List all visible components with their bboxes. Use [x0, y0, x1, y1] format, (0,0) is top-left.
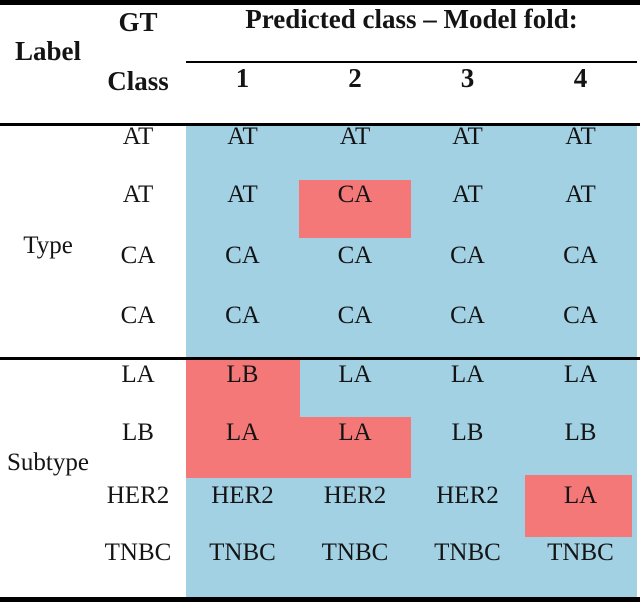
pred-cell: TNBC: [547, 539, 614, 566]
pred-cell: CA: [563, 242, 598, 269]
pred-cell: HER2: [436, 482, 499, 509]
gt-cell: CA: [120, 242, 156, 269]
pred-cell: CA: [450, 302, 485, 329]
pred-cell: AT: [452, 123, 483, 150]
pred-cell: LB: [564, 419, 597, 446]
pred-cell: CA: [450, 242, 485, 269]
pred-cell: HER2: [323, 482, 387, 509]
pred-cell: HER2: [211, 482, 274, 509]
pred-cell: CA: [337, 242, 373, 269]
error-highlight-lb-fold1-fold2: [186, 417, 411, 478]
pred-cell: AT: [452, 181, 483, 208]
header-label-col: Label: [14, 36, 81, 66]
pred-cell-error: LA: [563, 482, 598, 509]
error-highlight-her2-fold4: [525, 475, 632, 537]
pred-cell: TNBC: [321, 539, 389, 566]
top-rule: [0, 0, 640, 5]
pred-cell: AT: [227, 123, 258, 150]
section-label-subtype: Subtype: [7, 449, 89, 476]
pred-cell: CA: [225, 302, 260, 329]
pred-cell: LA: [450, 361, 485, 388]
header-fold-1: 1: [235, 63, 250, 93]
pred-cell: LB: [451, 419, 484, 446]
pred-cell-error: LB: [226, 361, 259, 388]
pred-cell: TNBC: [209, 539, 276, 566]
pred-cell: CA: [225, 242, 260, 269]
pred-cell: CA: [337, 302, 373, 329]
header-class: Class: [107, 66, 169, 96]
section-label-type: Type: [23, 232, 73, 259]
header-fold-3: 3: [460, 63, 475, 93]
pred-cell: LA: [563, 361, 598, 388]
error-highlight-type-row2-fold2: [299, 180, 411, 238]
gt-cell: AT: [122, 123, 154, 150]
header-predicted-title: Predicted class – Model fold:: [245, 4, 578, 34]
gt-cell: LB: [122, 419, 154, 446]
pred-cell-error: CA: [337, 181, 373, 208]
header-fold-4: 4: [573, 63, 588, 93]
pred-cell: LA: [338, 361, 372, 388]
pred-cell: AT: [565, 181, 596, 208]
predicted-header-rule: [186, 61, 637, 64]
pred-cell-error: LA: [225, 419, 260, 446]
pred-cell: AT: [565, 123, 596, 150]
pred-cell-error: LA: [338, 419, 372, 446]
gt-cell: TNBC: [104, 539, 172, 566]
error-highlight-la-fold1: [186, 359, 300, 417]
pred-cell: AT: [339, 123, 371, 150]
header-fold-2: 2: [348, 63, 362, 93]
header-bottom-rule: [0, 123, 640, 126]
pred-cell: TNBC: [434, 539, 501, 566]
pred-cell: CA: [563, 302, 598, 329]
gt-cell: LA: [121, 361, 155, 388]
header-gt: GT: [118, 7, 158, 37]
gt-cell: AT: [122, 181, 154, 208]
section-divider-rule: [0, 357, 640, 360]
gt-cell: CA: [120, 302, 156, 329]
gt-cell: HER2: [106, 482, 170, 509]
bottom-rule: [0, 597, 640, 602]
pred-cell: AT: [227, 181, 258, 208]
